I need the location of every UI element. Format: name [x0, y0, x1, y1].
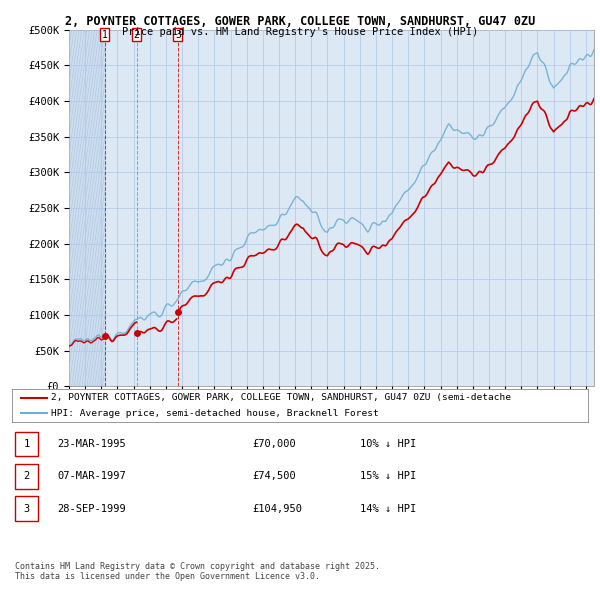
Text: 23-MAR-1995: 23-MAR-1995 — [57, 439, 126, 449]
Text: 1: 1 — [102, 30, 108, 40]
Text: Price paid vs. HM Land Registry's House Price Index (HPI): Price paid vs. HM Land Registry's House … — [122, 27, 478, 37]
Text: 1: 1 — [23, 439, 29, 449]
Text: 07-MAR-1997: 07-MAR-1997 — [57, 471, 126, 481]
Text: Contains HM Land Registry data © Crown copyright and database right 2025.
This d: Contains HM Land Registry data © Crown c… — [15, 562, 380, 581]
Text: £70,000: £70,000 — [252, 439, 296, 449]
Text: 3: 3 — [23, 504, 29, 514]
Text: 14% ↓ HPI: 14% ↓ HPI — [360, 504, 416, 514]
Text: 2, POYNTER COTTAGES, GOWER PARK, COLLEGE TOWN, SANDHURST, GU47 0ZU: 2, POYNTER COTTAGES, GOWER PARK, COLLEGE… — [65, 15, 535, 28]
Text: £104,950: £104,950 — [252, 504, 302, 514]
Text: 2, POYNTER COTTAGES, GOWER PARK, COLLEGE TOWN, SANDHURST, GU47 0ZU (semi-detache: 2, POYNTER COTTAGES, GOWER PARK, COLLEGE… — [51, 394, 511, 402]
Text: HPI: Average price, semi-detached house, Bracknell Forest: HPI: Average price, semi-detached house,… — [51, 409, 379, 418]
Text: 10% ↓ HPI: 10% ↓ HPI — [360, 439, 416, 449]
Text: 15% ↓ HPI: 15% ↓ HPI — [360, 471, 416, 481]
Text: 2: 2 — [134, 30, 139, 40]
Text: 28-SEP-1999: 28-SEP-1999 — [57, 504, 126, 514]
Text: 3: 3 — [175, 30, 181, 40]
Text: £74,500: £74,500 — [252, 471, 296, 481]
Text: 2: 2 — [23, 471, 29, 481]
